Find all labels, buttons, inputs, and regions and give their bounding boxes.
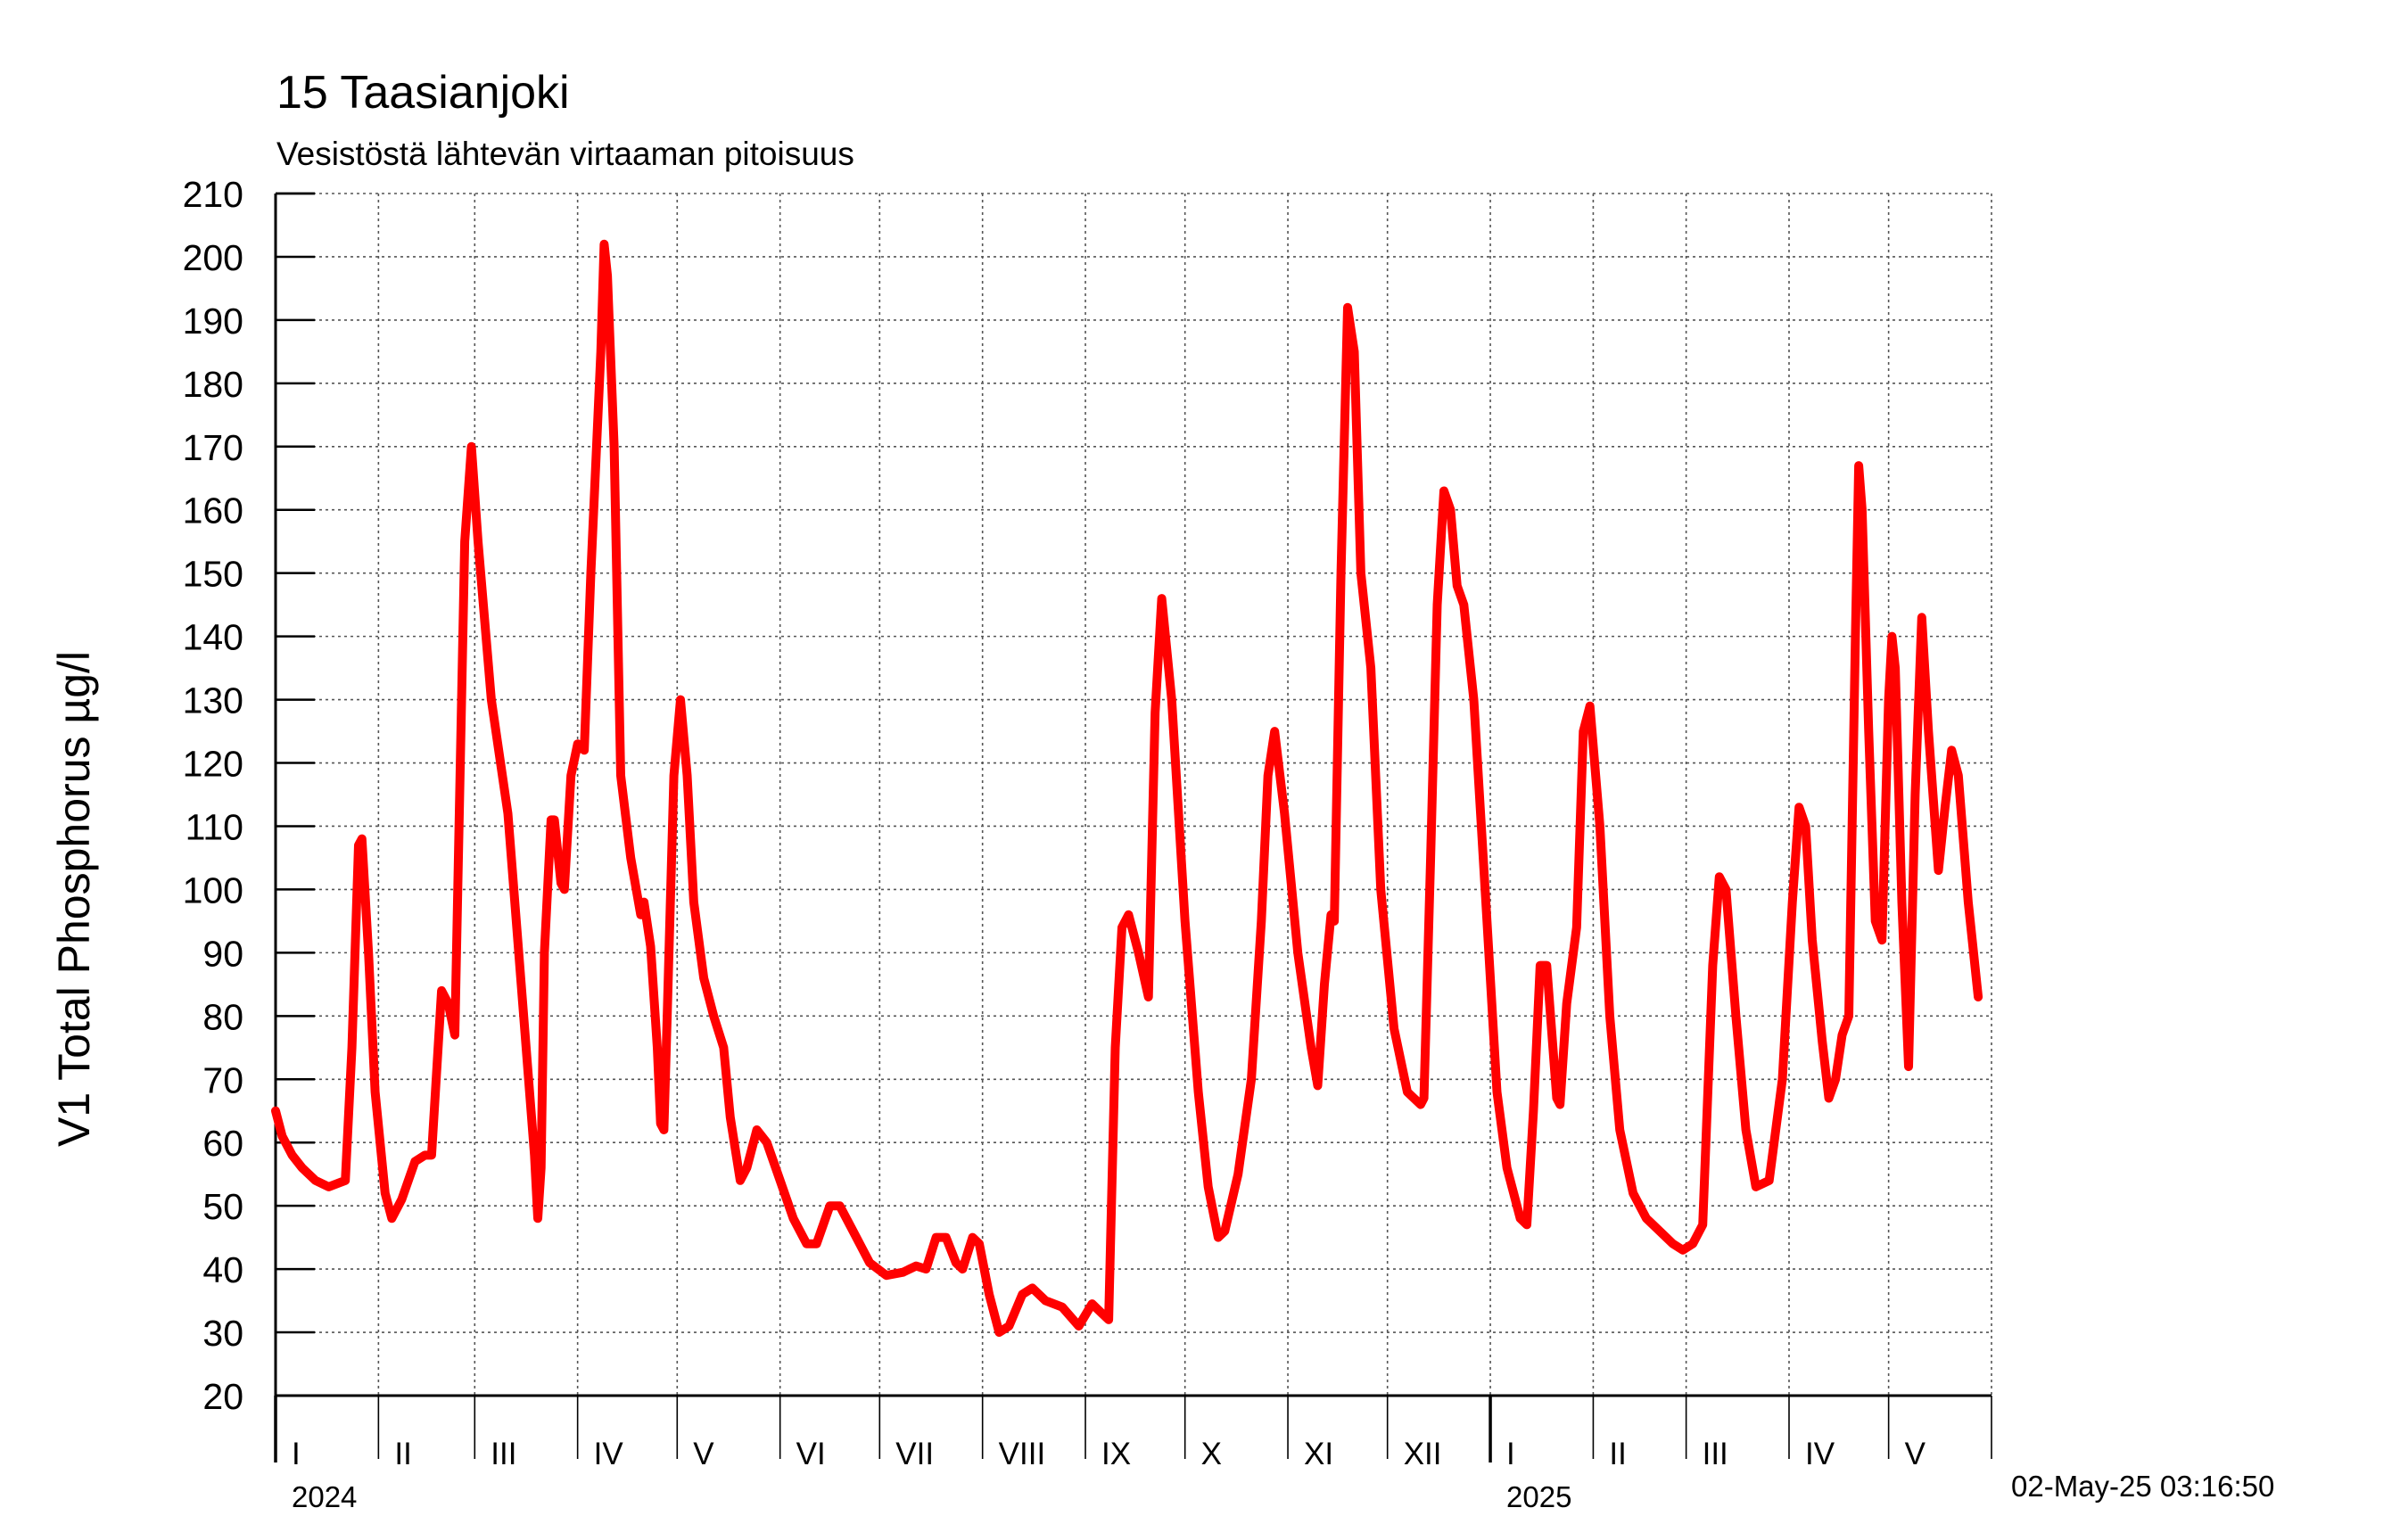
y-tick-label: 200	[183, 237, 243, 278]
x-month-label: III	[1703, 1437, 1728, 1471]
y-tick-label: 190	[183, 301, 243, 342]
y-tick-label: 80	[202, 996, 243, 1037]
y-tick-label: 20	[202, 1376, 243, 1417]
series-line	[271, 239, 1983, 1338]
y-tick-label: 140	[183, 617, 243, 658]
timestamp: 02-May-25 03:16:50	[2011, 1470, 2275, 1503]
x-year-label: 2025	[1506, 1480, 1571, 1513]
x-month-label: VII	[895, 1437, 934, 1471]
y-tick-label: 150	[183, 554, 243, 595]
x-month-label: II	[1609, 1437, 1626, 1471]
x-month-label: V	[693, 1437, 714, 1471]
y-tick-label: 50	[202, 1186, 243, 1227]
x-month-label: IV	[594, 1437, 624, 1471]
y-tick-label: 180	[183, 364, 243, 405]
y-tick-label: 90	[202, 933, 243, 974]
x-month-label: X	[1201, 1437, 1222, 1471]
grid-lines	[276, 193, 1992, 1396]
x-month-label: IV	[1805, 1437, 1835, 1471]
axes	[274, 192, 1992, 1462]
series-layer	[271, 239, 1983, 1338]
axis-labels: V1 Total Phosphorus µg/l 20 30 40 50 60 70 80 9…	[49, 174, 1926, 1513]
x-month-label: XII	[1404, 1437, 1442, 1471]
y-tick-label: 120	[183, 744, 243, 785]
chart-title: 15 Taasianjoki	[276, 67, 570, 119]
x-year-label: 2024	[292, 1480, 357, 1513]
y-tick-label: 130	[183, 680, 243, 721]
x-month-label: IX	[1101, 1437, 1131, 1471]
x-month-label: VI	[796, 1437, 826, 1471]
y-axis-label: V1 Total Phosphorus µg/l	[49, 651, 99, 1147]
chart-subtitle: Vesistöstä lähtevän virtaaman pitoisuus	[276, 136, 854, 172]
y-tick-label: 110	[186, 806, 243, 847]
x-month-label: I	[292, 1437, 301, 1471]
y-tick-label: 30	[202, 1313, 243, 1354]
x-month-label: VIII	[999, 1437, 1046, 1471]
y-tick-label: 60	[202, 1123, 243, 1164]
x-month-label: I	[1506, 1437, 1515, 1471]
x-month-label: V	[1905, 1437, 1926, 1471]
y-tick-label: 100	[183, 869, 243, 910]
y-tick-label: 210	[183, 174, 243, 215]
y-tick-label: 170	[183, 427, 243, 468]
x-month-label: II	[394, 1437, 411, 1471]
y-tick-label: 160	[183, 490, 243, 531]
x-month-label: XI	[1304, 1437, 1333, 1471]
y-tick-label: 40	[202, 1249, 243, 1290]
y-tick-label: 70	[202, 1059, 243, 1100]
x-month-label: III	[491, 1437, 516, 1471]
